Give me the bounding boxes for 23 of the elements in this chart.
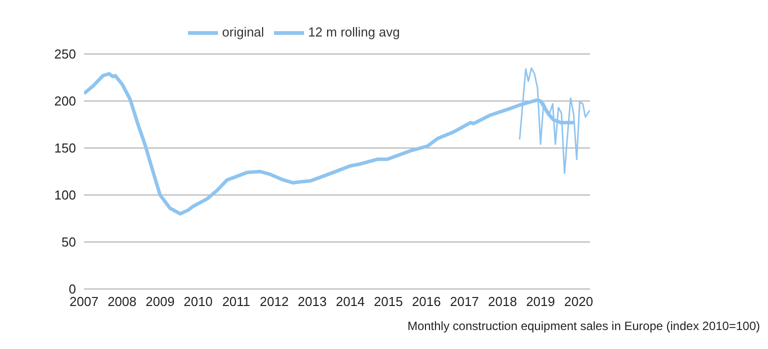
x-tick-label: 2019 <box>526 294 555 310</box>
x-tick-label: 2013 <box>298 294 327 310</box>
x-tick-label: 2017 <box>450 294 479 310</box>
x-tick-label: 2009 <box>146 294 175 310</box>
x-tick-label: 2020 <box>564 294 594 310</box>
y-tick-label: 0 <box>68 282 76 297</box>
x-tick-label: 2008 <box>108 294 137 310</box>
legend-label: original <box>222 24 264 40</box>
x-tick-label: 2011 <box>222 294 250 310</box>
x-tick-label: 2010 <box>184 294 213 310</box>
y-tick-label: 50 <box>62 234 76 250</box>
legend-label: 12 m rolling avg <box>308 24 400 40</box>
y-tick-label: 250 <box>54 46 76 62</box>
x-tick-label: 2016 <box>412 294 441 310</box>
x-tick-label: 2015 <box>374 294 403 310</box>
y-tick-label: 200 <box>54 94 76 109</box>
y-tick-label: 100 <box>54 188 76 203</box>
x-tick-label: 2018 <box>488 294 517 310</box>
x-tick-label: 2014 <box>336 294 365 310</box>
x-tick-label: 2007 <box>70 294 98 310</box>
text: Monthly construction equipment sales in Europe (index 2010=100) <box>407 319 760 333</box>
y-tick-label: 150 <box>54 140 76 156</box>
x-tick-label: 2012 <box>260 294 289 310</box>
